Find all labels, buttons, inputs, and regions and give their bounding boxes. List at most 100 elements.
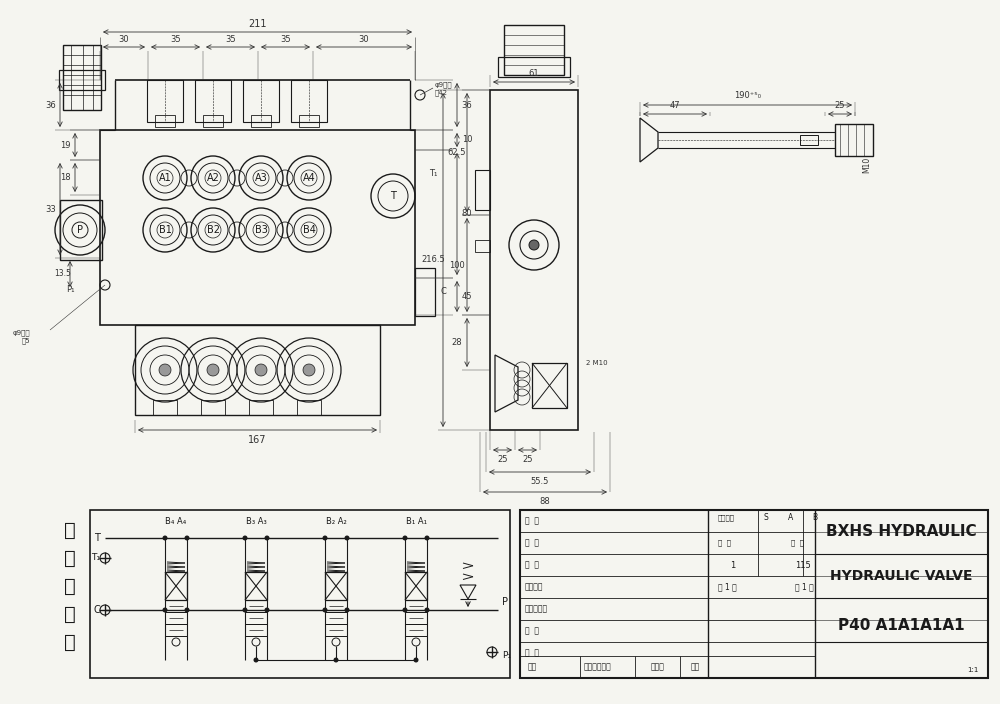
Circle shape (264, 536, 270, 541)
Text: 重  量: 重 量 (718, 540, 731, 546)
Text: HYDRAULIC VALVE: HYDRAULIC VALVE (830, 569, 973, 583)
Circle shape (402, 608, 408, 612)
Bar (532, 363, 567, 408)
Text: A3: A3 (255, 173, 267, 183)
Text: 19: 19 (60, 141, 70, 149)
Text: 190⁺⁵₀: 190⁺⁵₀ (734, 92, 761, 101)
Text: A: A (788, 513, 794, 522)
Text: A2: A2 (207, 173, 219, 183)
Circle shape (424, 608, 430, 612)
Bar (245, 572, 267, 600)
Text: B₄ A₄: B₄ A₄ (165, 517, 187, 527)
Text: 35: 35 (280, 35, 291, 44)
Text: 35: 35 (225, 35, 236, 44)
Text: 设  计: 设 计 (525, 517, 539, 525)
Text: 36: 36 (46, 101, 56, 110)
Circle shape (424, 536, 430, 541)
Bar (504, 25, 564, 75)
Text: 审  核: 审 核 (525, 627, 539, 636)
Bar (325, 572, 347, 600)
Text: A4: A4 (303, 173, 315, 183)
Text: 61: 61 (529, 68, 539, 77)
Circle shape (344, 536, 350, 541)
Text: 25: 25 (835, 101, 845, 110)
Circle shape (303, 364, 315, 376)
Bar (325, 624, 347, 636)
Text: T₁: T₁ (429, 168, 437, 177)
Text: 原: 原 (64, 577, 76, 596)
Bar (475, 170, 490, 210)
Text: S: S (764, 513, 768, 522)
Text: 理: 理 (64, 605, 76, 624)
Circle shape (184, 536, 190, 541)
Bar (325, 600, 347, 612)
Text: 更改内容描述: 更改内容描述 (584, 662, 612, 672)
Text: φ9通孔: φ9通孔 (435, 82, 453, 88)
Text: 共 1 张: 共 1 张 (718, 582, 737, 591)
Circle shape (255, 364, 267, 376)
Text: A1: A1 (159, 173, 171, 183)
Text: 深5: 深5 (21, 338, 30, 344)
Text: 图样标记: 图样标记 (718, 515, 735, 521)
Circle shape (344, 608, 350, 612)
Text: 30: 30 (359, 35, 369, 44)
Bar (800, 135, 818, 145)
Bar (60, 200, 102, 260)
Bar (165, 572, 187, 600)
Bar (835, 124, 873, 156)
Circle shape (162, 608, 168, 612)
Text: 55.5: 55.5 (531, 477, 549, 486)
Circle shape (207, 364, 219, 376)
Bar (63, 45, 101, 110)
Bar (405, 572, 427, 600)
Text: B₂ A₂: B₂ A₂ (326, 517, 346, 527)
Text: 18: 18 (60, 173, 70, 182)
Text: 第 1 张: 第 1 张 (795, 582, 814, 591)
Bar (520, 510, 988, 678)
Text: 13.5: 13.5 (55, 270, 71, 279)
Text: 比  例: 比 例 (791, 540, 804, 546)
Bar (405, 624, 427, 636)
Text: T: T (390, 191, 396, 201)
Text: 日期: 日期 (690, 662, 700, 672)
Text: 216.5: 216.5 (421, 256, 445, 265)
Circle shape (402, 536, 408, 541)
Text: 62.5: 62.5 (448, 148, 466, 157)
Circle shape (162, 536, 168, 541)
Text: 1:1: 1:1 (967, 667, 979, 673)
Text: 36: 36 (462, 101, 472, 110)
Bar (299, 115, 319, 127)
Text: 45: 45 (462, 292, 472, 301)
Text: B4: B4 (303, 225, 315, 235)
Text: T: T (94, 533, 100, 543)
Text: 25: 25 (497, 455, 508, 465)
Circle shape (322, 608, 328, 612)
Bar (405, 600, 427, 612)
Text: 80: 80 (462, 210, 472, 218)
Text: 压: 压 (64, 548, 76, 567)
Text: 图: 图 (64, 632, 76, 651)
Text: B₃ A₃: B₃ A₃ (246, 517, 266, 527)
Text: 167: 167 (248, 435, 267, 445)
Bar (59, 70, 105, 90)
Text: 115: 115 (795, 560, 811, 570)
Text: 标准化检查: 标准化检查 (525, 605, 548, 613)
Bar (475, 240, 490, 252)
Text: 深42: 深42 (435, 89, 448, 96)
Text: 2 M10: 2 M10 (586, 360, 608, 366)
Bar (490, 90, 578, 430)
Bar (405, 612, 427, 624)
Text: 25: 25 (522, 455, 533, 465)
Text: B: B (812, 513, 818, 522)
Text: 液: 液 (64, 520, 76, 539)
Bar (245, 624, 267, 636)
Text: T₁: T₁ (91, 553, 100, 562)
Text: 30: 30 (119, 35, 129, 44)
Circle shape (322, 536, 328, 541)
Bar (297, 400, 321, 415)
Bar (153, 400, 177, 415)
Text: 标记: 标记 (528, 662, 537, 672)
Text: B1: B1 (159, 225, 171, 235)
Bar (155, 115, 175, 127)
Text: P40 A1A1A1A1: P40 A1A1A1A1 (838, 617, 965, 632)
